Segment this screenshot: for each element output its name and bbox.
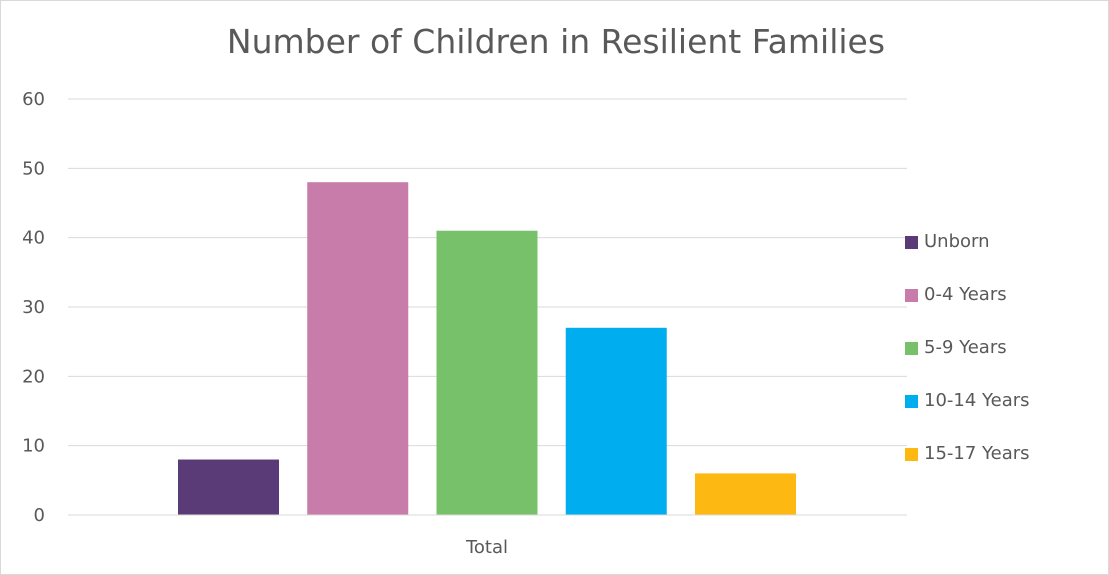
legend-item: 5-9 Years [905,337,1030,390]
legend-item: Unborn [905,231,1030,284]
bar-5-9-years [436,230,538,515]
bar-unborn [178,459,279,515]
x-category-label: Total [465,537,508,558]
legend: Unborn 0-4 Years 5-9 Years 10-14 Years 15-17… [905,231,1030,496]
y-tick-label: 20 [22,366,45,387]
legend-label: 15-17 Years [924,443,1030,464]
legend-swatch [905,342,918,355]
x-axis-categories: Total [465,537,508,558]
bar-0-4-years [307,182,409,515]
y-tick-label: 60 [22,89,45,110]
legend-swatch [905,236,918,249]
legend-label: 0-4 Years [924,284,1007,305]
legend-item: 10-14 Years [905,390,1030,443]
y-tick-label: 0 [34,505,45,526]
legend-item: 0-4 Years [905,284,1030,337]
legend-label: Unborn [924,231,990,252]
bar-15-17-years [695,473,796,515]
bars [178,182,796,515]
legend-swatch [905,448,918,461]
legend-item: 15-17 Years [905,443,1030,496]
y-axis-ticks: 0 10 20 30 40 50 60 [22,89,45,526]
y-tick-label: 50 [22,158,45,179]
legend-label: 5-9 Years [924,337,1007,358]
legend-swatch [905,395,918,408]
y-tick-label: 10 [22,436,45,457]
legend-swatch [905,289,918,302]
y-tick-label: 30 [22,297,45,318]
y-tick-label: 40 [22,228,45,249]
chart-title: Number of Children in Resilient Families [226,22,886,61]
bar-10-14-years [565,327,667,515]
legend-label: 10-14 Years [924,390,1030,411]
